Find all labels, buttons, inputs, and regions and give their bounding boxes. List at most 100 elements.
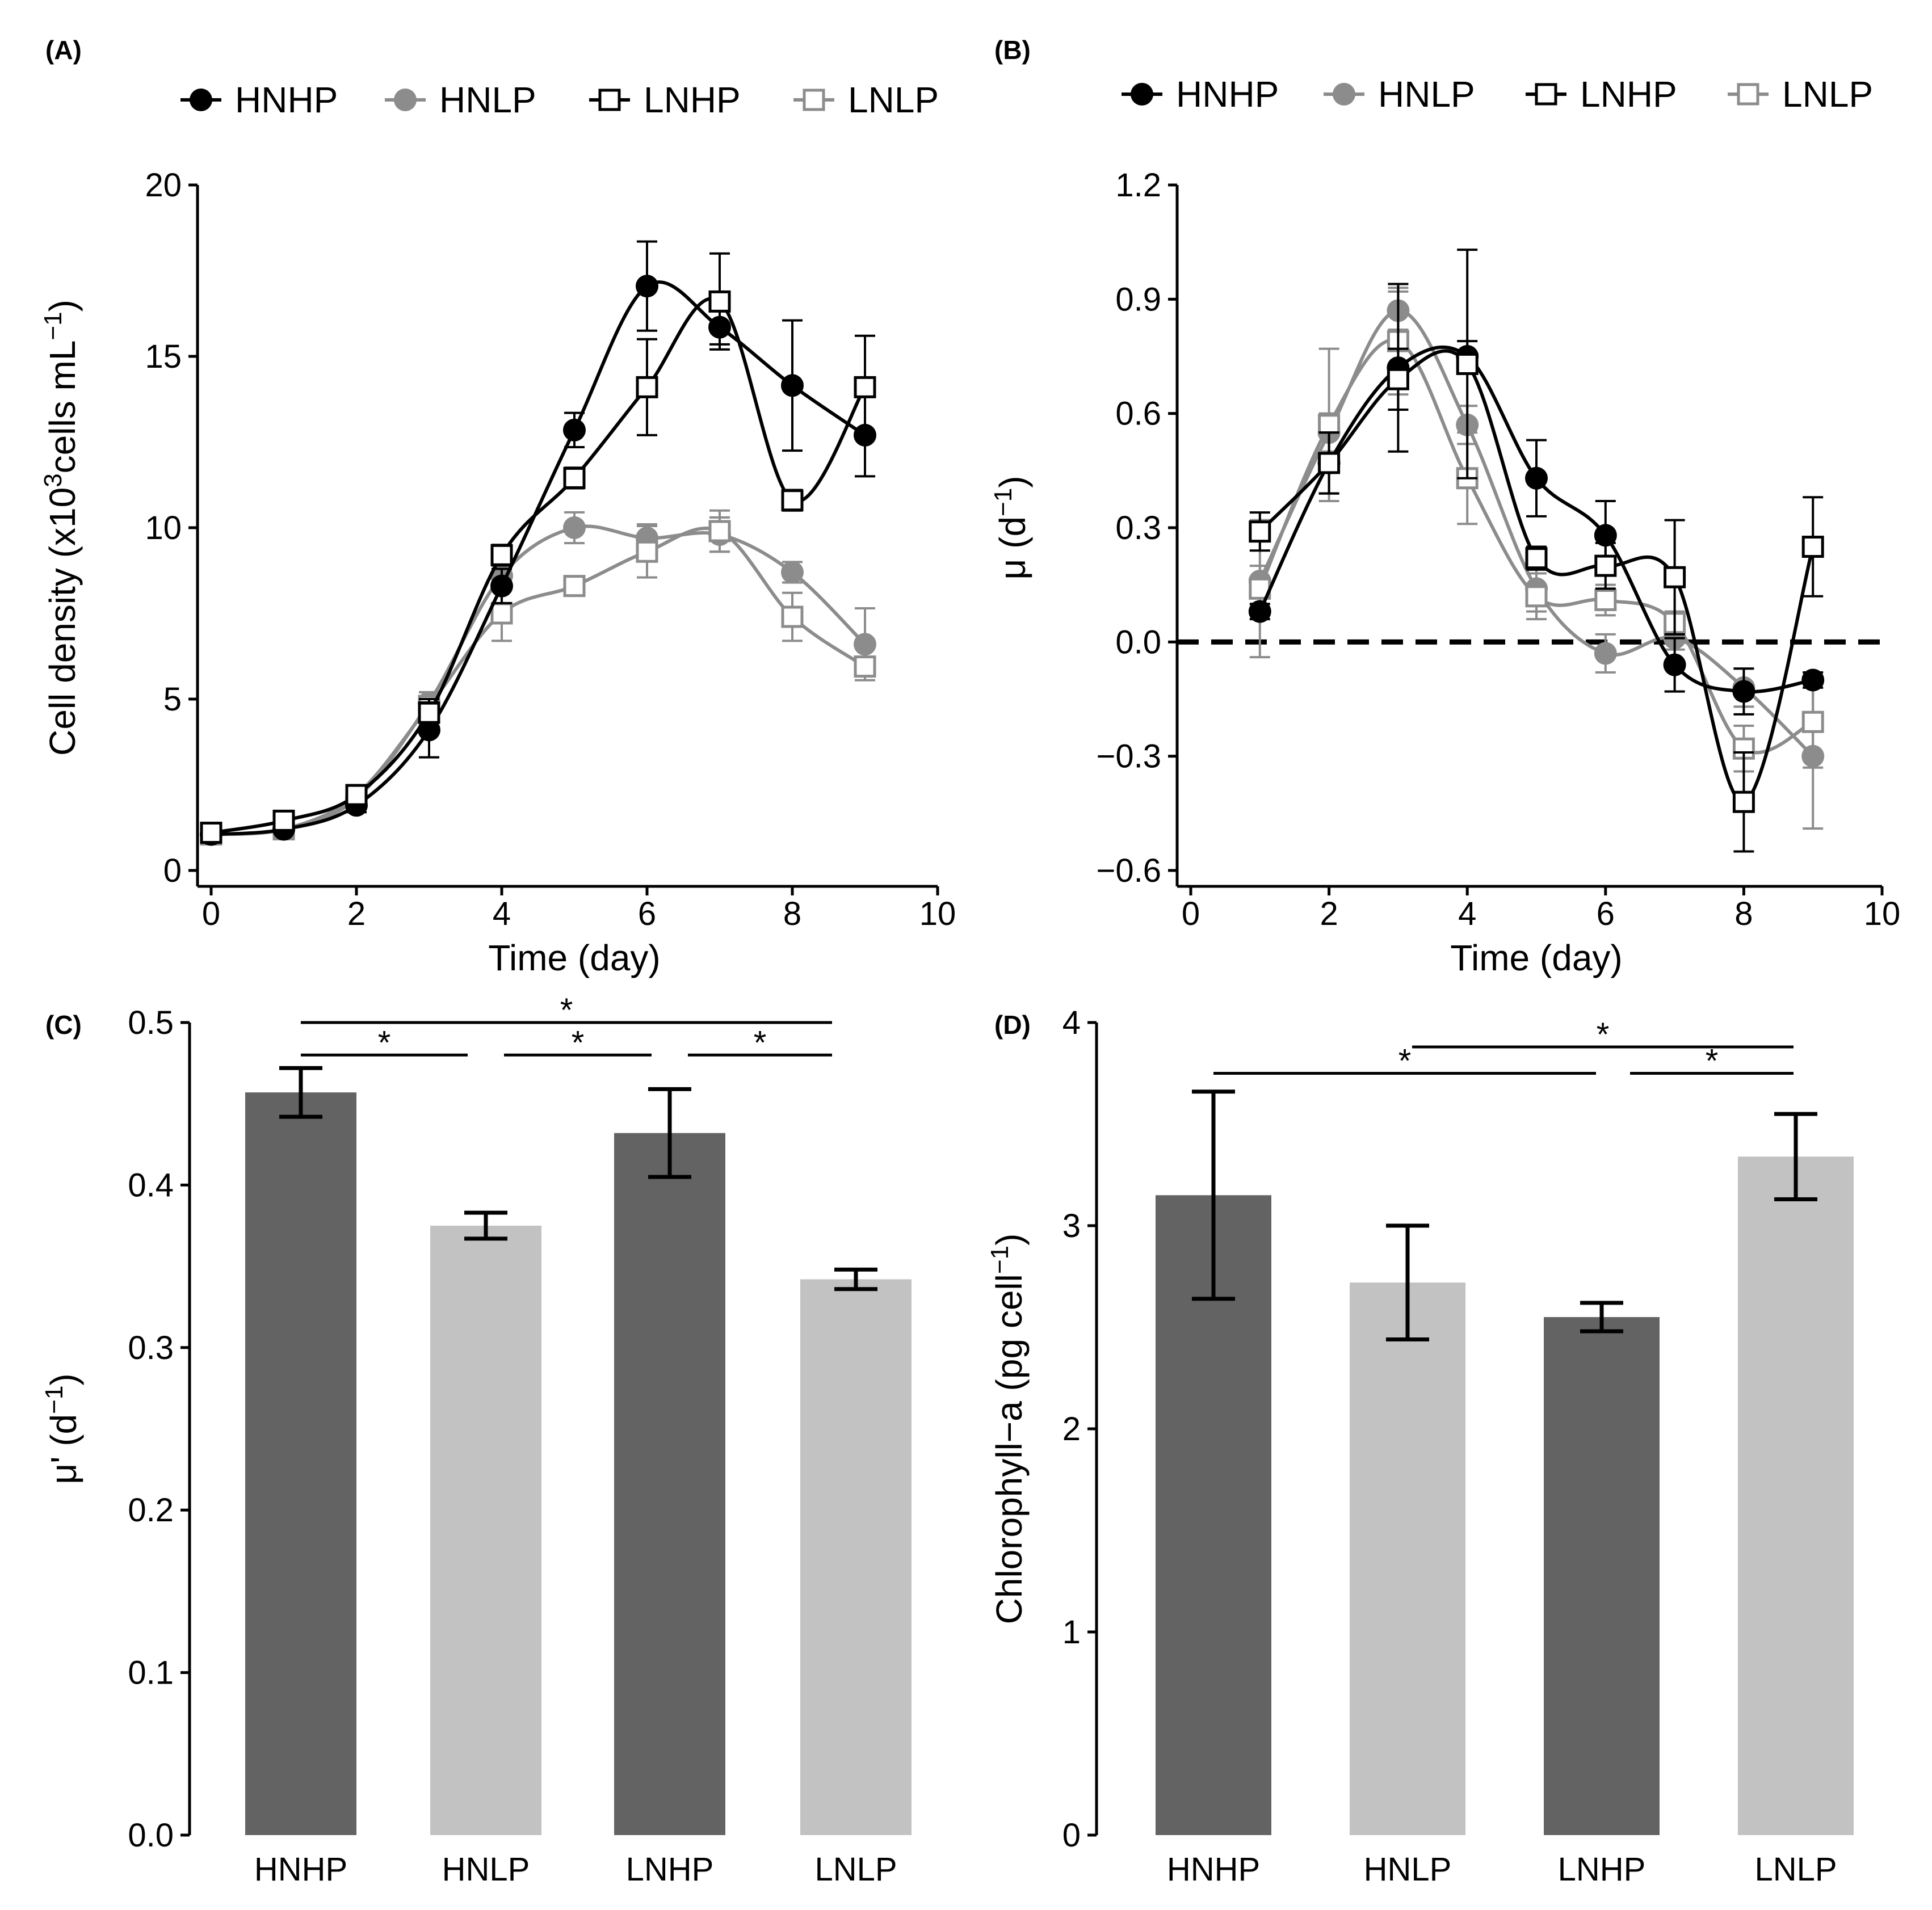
panel-d-y-axis-title: Chlorophyll−a (pg cell−1) — [986, 1234, 1030, 1625]
panel-a-y-tick-label-2: 10 — [145, 510, 182, 546]
panel-a-lnlp-line — [211, 527, 866, 836]
panel-b-y-tick-label-3: 0.3 — [1115, 510, 1161, 546]
panel-b-hnhp-point-6 — [1663, 653, 1686, 676]
panel-d-y-tick-label-4: 4 — [1062, 1004, 1081, 1041]
panel-a-lnhp-point-5 — [563, 466, 586, 489]
panel-c-axes: 0.0 0.1 0.2 0.3 0.4 0.5 — [128, 1004, 191, 1854]
panel-d-y-tick-label-0: 0 — [1062, 1817, 1081, 1854]
panel-b-legend-item-hnlp: HNLP — [1324, 74, 1475, 115]
panel-b-lnhp-point-0 — [1249, 520, 1271, 543]
panel-b-y-tick-label-0: −0.6 — [1097, 852, 1162, 889]
panel-a-y-tick-label-1: 5 — [163, 681, 182, 718]
panel-b-y-tick-label-4: 0.6 — [1115, 396, 1161, 432]
panel-a-hnlp-point-9 — [854, 633, 876, 656]
panel-b-label: (B) — [994, 35, 1031, 65]
panel-b-legend-hnhp-marker — [1131, 83, 1153, 106]
panel-a-lnhp-point-2 — [345, 784, 368, 806]
panel-a-series — [200, 240, 876, 846]
panel-a-x-tick-label-6: 6 — [638, 895, 656, 932]
panel-b-legend: HNHP HNLP LNHP LNLP — [1122, 74, 1873, 115]
panel-a-lnlp-point-5 — [563, 575, 586, 598]
panel-b-lnhp-point-7 — [1732, 790, 1755, 813]
panel-a-lnlp-point-9 — [854, 655, 876, 678]
panel-b-y-axis-title: μ (d−1) — [989, 476, 1033, 579]
panel-a-hnhp-line — [211, 280, 866, 836]
panel-c-significance-star-0: * — [560, 992, 573, 1029]
panel-b-x-axis-title: Time (day) — [1450, 937, 1622, 978]
panel-a-hnhp-point-5 — [563, 418, 586, 441]
panel-a-legend-item-lnlp: LNLP — [793, 79, 939, 120]
panel-a-lnhp-point-7 — [708, 290, 731, 313]
panel-d-bars: HNHP HNLP LNHP LNLP — [1156, 1089, 1854, 1888]
panel-a-lnlp-point-8 — [781, 605, 804, 628]
panel-a-y-tick-label-0: 0 — [163, 852, 182, 889]
panel-a-series-hnlp — [200, 511, 876, 846]
panel-b-legend-lnhp-label: LNHP — [1580, 74, 1677, 115]
panel-b-hnhp-point-5 — [1594, 524, 1617, 547]
panel-d-y-tick-label-3: 3 — [1062, 1208, 1081, 1244]
panel-a-legend-lnlp-marker — [803, 89, 825, 111]
panel-a-lnlp-point-7 — [708, 520, 731, 542]
panel-b-hnhp-point-4 — [1525, 466, 1548, 490]
panel-c-significance-star-3: * — [754, 1024, 767, 1061]
panel-a-hnlp-point-8 — [781, 561, 804, 584]
panel-c-significance-star-1: * — [378, 1024, 391, 1061]
panel-a-hnhp-point-8 — [781, 374, 804, 397]
panel-a-hnlp-line — [211, 524, 867, 836]
panel-c-y-tick-label-1: 0.1 — [128, 1655, 174, 1692]
panel-a-legend-item-hnhp: HNHP — [180, 79, 338, 120]
panel-b-hnhp-point-0 — [1248, 600, 1271, 623]
panel-d-bar-hnhp — [1156, 1195, 1271, 1835]
panel-b-legend-item-lnhp: LNHP — [1526, 74, 1677, 115]
panel-a-lnhp-point-6 — [636, 376, 658, 398]
panel-a-lnhp-point-9 — [854, 376, 876, 398]
panel-a-hnhp-point-6 — [636, 275, 658, 298]
panel-b-lnlp-point-4 — [1525, 585, 1548, 608]
panel-c-bar-lnlp — [800, 1279, 912, 1835]
panel-c-label: (C) — [45, 1010, 82, 1040]
panel-d-bar-lnhp — [1544, 1317, 1660, 1835]
panel-b-growth-rate: (B) HNHP HNLP LNHP LNLP 0 2 4 6 8 10−0.6−0.30.00… — [989, 35, 1900, 978]
panel-a-x-tick-label-0: 0 — [202, 895, 220, 932]
panel-b-legend-lnlp-marker — [1737, 83, 1759, 106]
panel-b-y-tick-label-6: 1.2 — [1115, 167, 1161, 204]
panel-d-bar-hnlp — [1350, 1282, 1465, 1835]
panel-a-lnhp-point-1 — [272, 809, 295, 832]
panel-a-legend-item-hnlp: HNLP — [385, 79, 536, 120]
panel-c-y-tick-label-4: 0.4 — [128, 1167, 174, 1204]
panel-b-x-tick-label-10: 10 — [1864, 895, 1901, 932]
panel-a-y-tick-label-3: 15 — [145, 338, 182, 375]
panel-a-cell-density: (A) HNHP HNLP LNHP LNLP 0 2 4 6 8 10 0 5 10 15 20 Tim… — [39, 35, 956, 978]
panel-c-x-tick-label-lnhp: LNHP — [626, 1851, 714, 1888]
panel-a-lnhp-point-8 — [781, 489, 804, 512]
panel-c-bars: HNHP HNLP LNHP LNLP — [245, 1066, 912, 1888]
panel-d-bar-lnlp — [1738, 1156, 1854, 1835]
panel-b-legend-hnlp-label: HNLP — [1378, 74, 1475, 115]
panel-b-lnlp-line — [1258, 338, 1814, 755]
panel-a-legend-hnhp-marker — [190, 89, 212, 111]
panel-d-label: (D) — [994, 1010, 1031, 1040]
panel-a-legend-hnhp-label: HNHP — [235, 79, 338, 120]
panel-b-lnhp-point-8 — [1801, 536, 1824, 558]
panel-c-y-tick-label-5: 0.5 — [128, 1004, 174, 1041]
panel-d-y-tick-label-1: 1 — [1062, 1614, 1081, 1651]
panel-a-legend: HNHP HNLP LNHP LNLP — [180, 79, 939, 120]
panel-a-x-tick-label-8: 8 — [783, 895, 801, 932]
panel-c-y-tick-label-0: 0.0 — [128, 1817, 174, 1854]
panel-b-hnlp-point-5 — [1594, 642, 1617, 665]
panel-c-x-tick-label-hnlp: HNLP — [442, 1851, 530, 1888]
panel-b-y-tick-label-5: 0.9 — [1115, 281, 1161, 318]
panel-b-x-tick-label-6: 6 — [1597, 895, 1615, 932]
panel-c-significance: ** * * — [301, 992, 832, 1061]
panel-b-legend-lnlp-label: LNLP — [1782, 74, 1873, 115]
panel-a-hnhp-point-4 — [490, 574, 513, 598]
panel-a-y-tick-label-4: 20 — [145, 167, 182, 204]
panel-a-legend-lnhp-marker — [598, 89, 621, 111]
panel-b-x-tick-label-2: 2 — [1320, 895, 1338, 932]
panel-b-lnlp-point-1 — [1318, 414, 1341, 436]
panel-b-lnhp-point-1 — [1318, 452, 1341, 474]
panel-a-legend-lnlp-label: LNLP — [848, 79, 939, 120]
panel-b-legend-lnhp-marker — [1535, 83, 1557, 106]
panel-a-lnhp-point-4 — [490, 544, 513, 566]
